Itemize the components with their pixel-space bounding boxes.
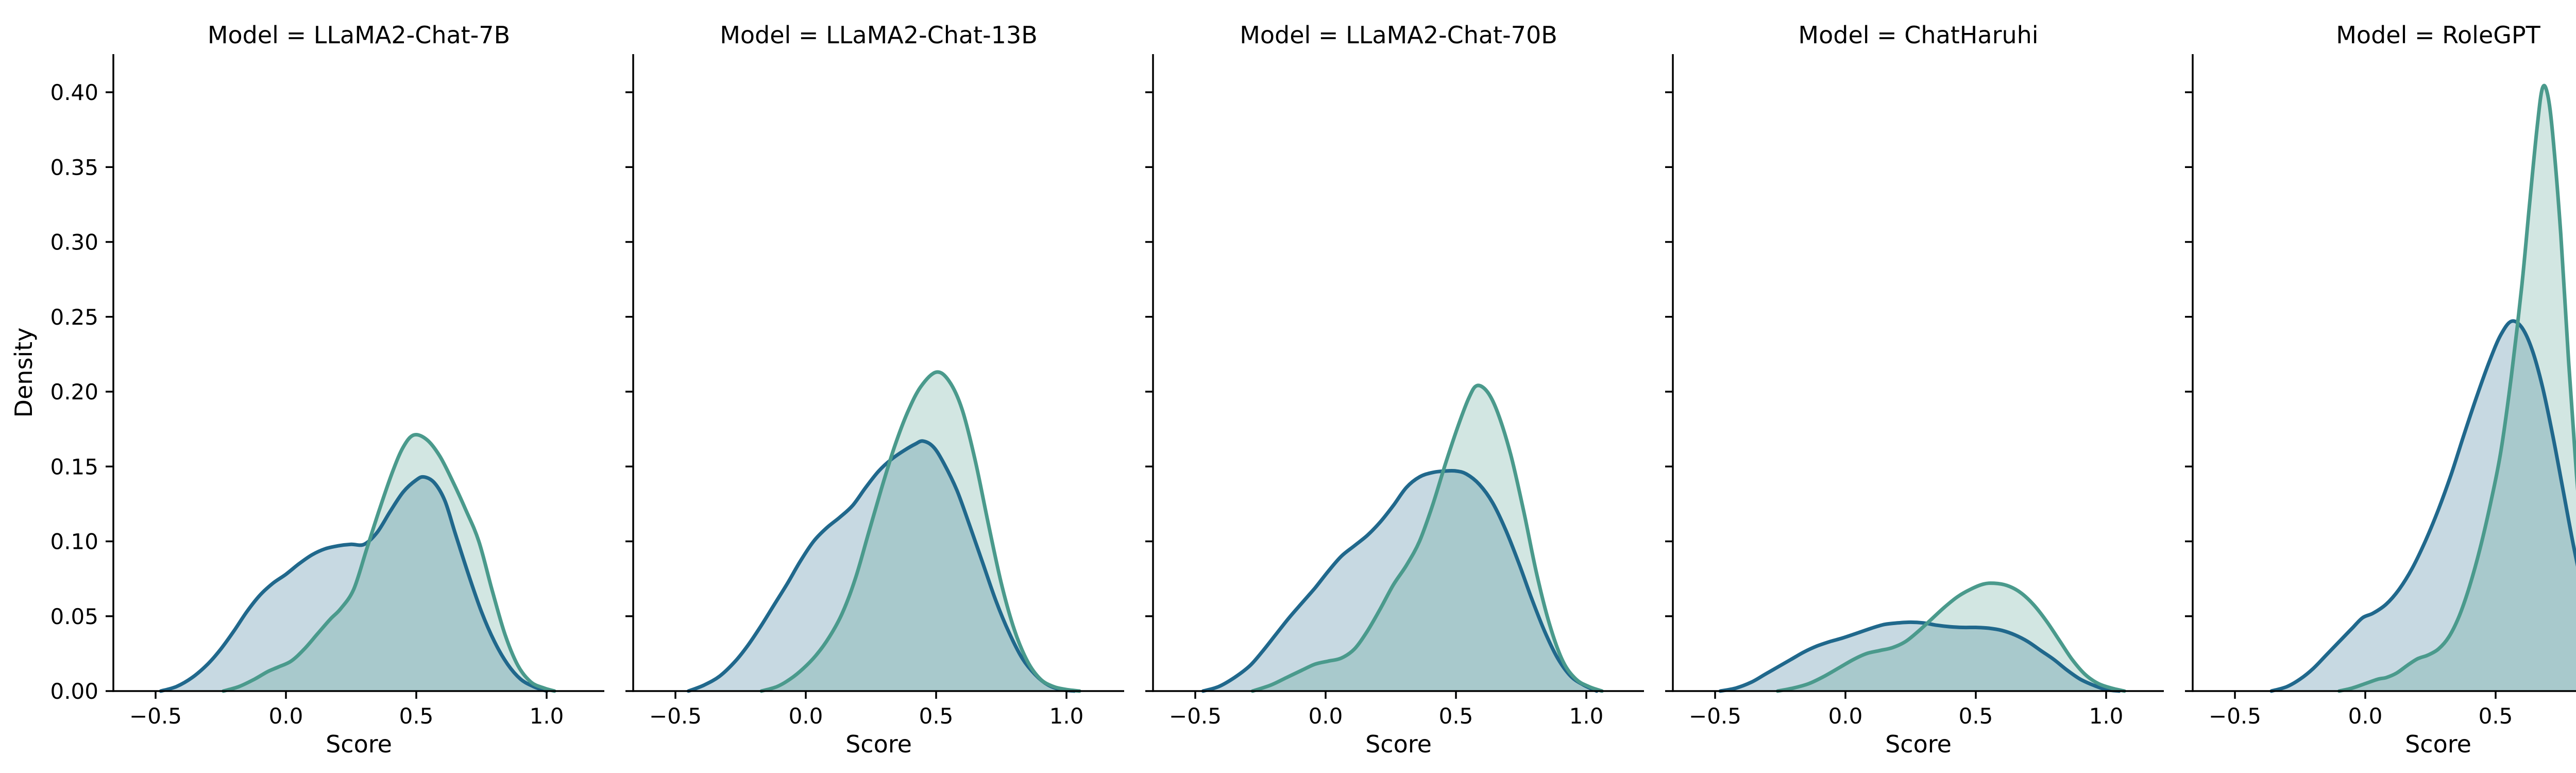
kde-area-neg xyxy=(2271,321,2576,691)
facet-title: Model = LLaMA2-Chat-13B xyxy=(720,21,1038,49)
x-tick-label: 0.5 xyxy=(2479,703,2513,729)
facet-panel-3: −0.5 0.0 0.5 1.0 Model = ChatHaruhi Score xyxy=(1665,21,2164,758)
kde-line-neg xyxy=(1718,620,2121,693)
kde-line-pos xyxy=(1250,383,1604,693)
x-tick-label: 1.0 xyxy=(2089,703,2124,729)
kde-area-pos xyxy=(1252,385,1602,691)
x-axis-label: Score xyxy=(326,730,392,758)
x-tick-label: −0.5 xyxy=(1169,703,1222,729)
y-tick-label: 0.40 xyxy=(50,80,98,105)
x-tick-label: 1.0 xyxy=(530,703,564,729)
kde-line-neg xyxy=(686,439,1076,693)
kde-area-neg xyxy=(688,441,1075,691)
y-tick-label: 0.25 xyxy=(50,305,98,330)
y-tick-label: 0.30 xyxy=(50,230,98,255)
x-tick-label: 0.0 xyxy=(269,703,303,729)
y-tick-label: 0.10 xyxy=(50,529,98,554)
kde-line-neg xyxy=(159,475,549,693)
facet-title: Model = RoleGPT xyxy=(2336,21,2540,49)
facet-panel-1: −0.5 0.0 0.5 1.0 Model = LLaMA2-Chat-13B Scor… xyxy=(625,21,1124,758)
x-tick-label: 0.0 xyxy=(1309,703,1343,729)
facet-panel-2: −0.5 0.0 0.5 1.0 Model = LLaMA2-Chat-70B Scor… xyxy=(1145,21,1644,758)
kde-area-pos xyxy=(2339,86,2576,691)
x-tick-label: 0.5 xyxy=(1959,703,1993,729)
x-tick-label: 0.5 xyxy=(919,703,954,729)
facet-title: Model = LLaMA2-Chat-7B xyxy=(208,21,510,49)
facet-title: Model = LLaMA2-Chat-70B xyxy=(1240,21,1557,49)
y-tick-label: 0.35 xyxy=(50,155,98,180)
kde-line-pos xyxy=(759,370,1081,693)
x-tick-label: 0.0 xyxy=(1828,703,1863,729)
kde-line-pos xyxy=(222,433,556,693)
x-axis-label: Score xyxy=(1365,730,1432,758)
y-tick-label: 0.05 xyxy=(50,604,98,629)
y-axis-label: Density xyxy=(10,328,38,418)
kde-area-pos xyxy=(223,434,555,691)
x-tick-label: −0.5 xyxy=(2209,703,2261,729)
facet-panel-0: 0.00 0.05 0.10 0.15 0.20 0.25 0.30 0.35 0.40 −0.5… xyxy=(50,21,604,758)
x-tick-label: 0.5 xyxy=(399,703,434,729)
kde-line-pos xyxy=(1775,581,2126,693)
x-axis-label: Score xyxy=(2405,730,2471,758)
x-tick-label: 1.0 xyxy=(1569,703,1604,729)
x-tick-label: −0.5 xyxy=(129,703,182,729)
x-tick-label: 1.0 xyxy=(1049,703,1084,729)
x-tick-label: 0.0 xyxy=(2348,703,2383,729)
kde-area-neg xyxy=(1203,470,1597,691)
x-tick-label: 0.5 xyxy=(1439,703,1473,729)
x-tick-label: 0.0 xyxy=(789,703,823,729)
kde-area-neg xyxy=(161,477,547,691)
kde-line-neg xyxy=(1201,468,1599,693)
x-tick-label: −0.5 xyxy=(1689,703,1741,729)
x-axis-label: Score xyxy=(845,730,912,758)
y-tick-label: 0.00 xyxy=(50,679,98,704)
x-axis-label: Score xyxy=(1885,730,1952,758)
y-tick-label: 0.15 xyxy=(50,454,98,479)
kde-area-neg xyxy=(1720,622,2120,691)
kde-line-neg xyxy=(2269,319,2576,693)
x-tick-label: −0.5 xyxy=(649,703,702,729)
facet-title: Model = ChatHaruhi xyxy=(1798,21,2038,49)
y-tick-label: 0.20 xyxy=(50,379,98,405)
kde-line-pos xyxy=(2337,83,2576,693)
